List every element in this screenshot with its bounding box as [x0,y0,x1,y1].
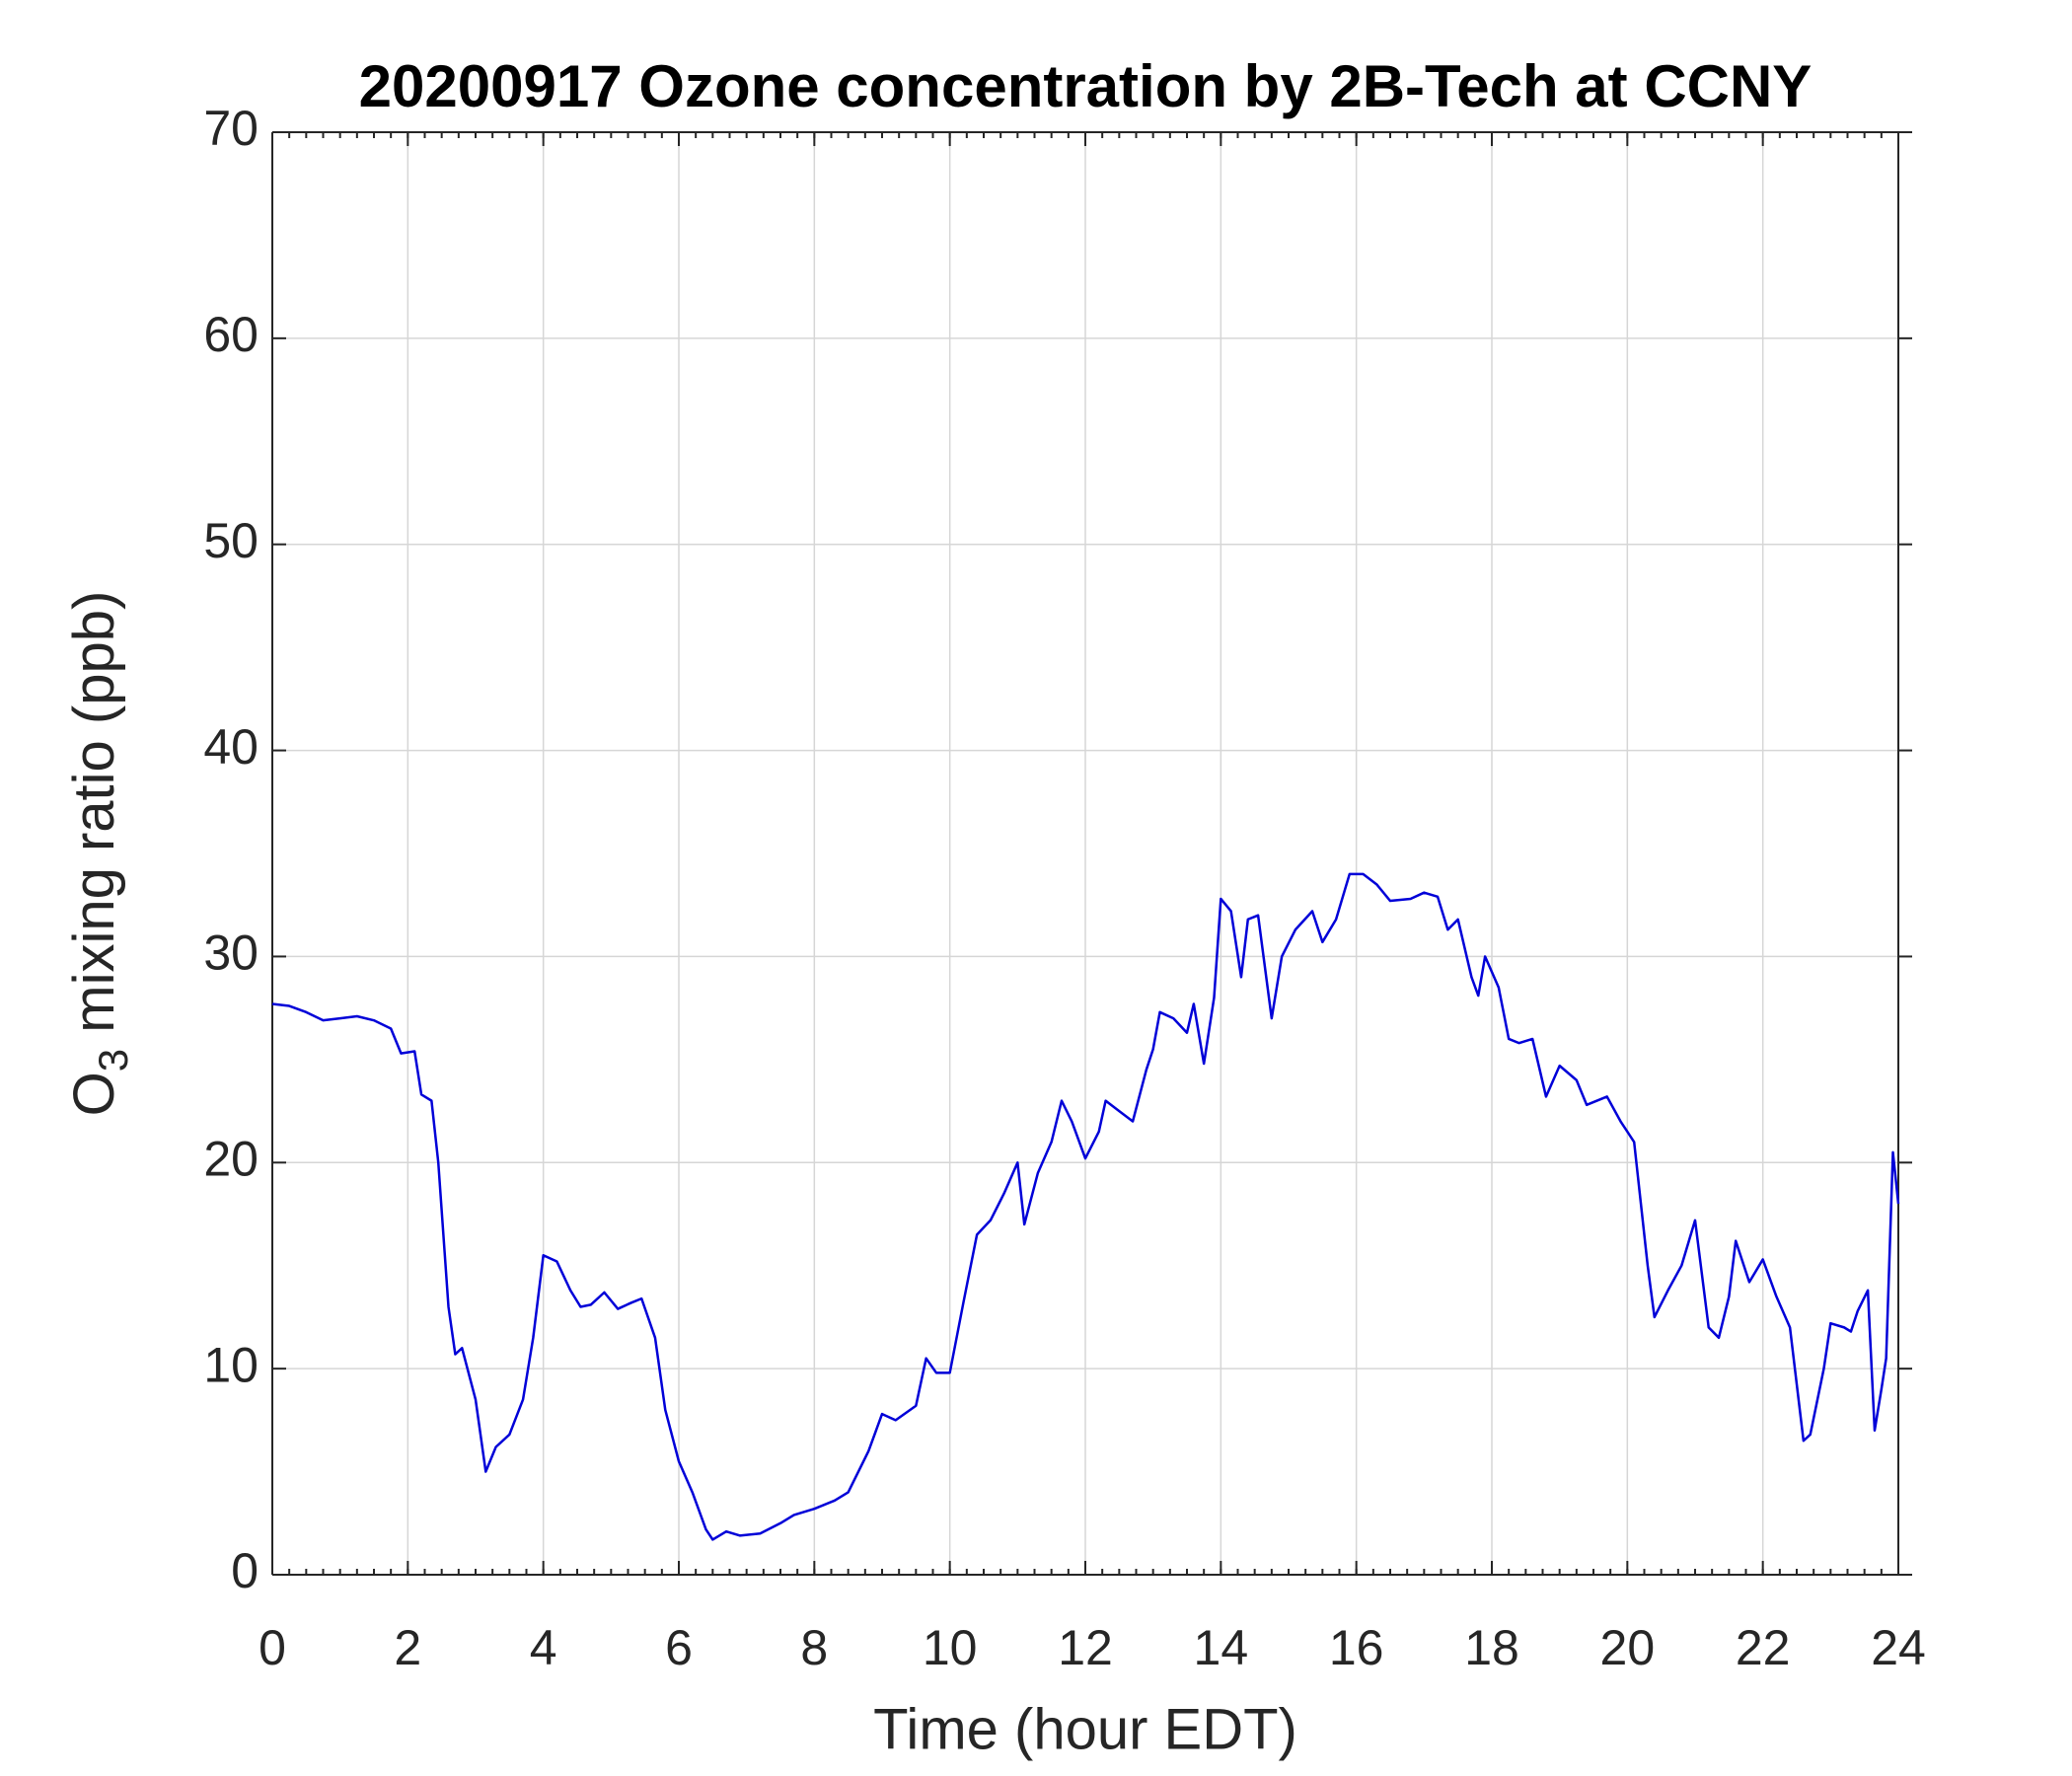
x-tick-label: 22 [1736,1620,1791,1675]
x-tick-label: 20 [1600,1620,1656,1675]
data-line [271,872,1900,1541]
x-tick-label: 2 [394,1620,421,1675]
x-tick-label: 6 [665,1620,693,1675]
y-tick-label: 20 [203,1131,259,1186]
y-label-rest: mixing ratio (ppb) [62,591,126,1049]
x-tick-label: 0 [259,1620,286,1675]
y-label-base: O [62,1072,126,1116]
x-tick-label: 10 [923,1620,978,1675]
x-tick-label: 12 [1058,1620,1113,1675]
y-axis-label: O3 mixing ratio (ppb) [62,591,136,1117]
x-tick-label: 16 [1329,1620,1384,1675]
y-label-subscript: 3 [90,1049,136,1072]
x-axis-label: Time (hour EDT) [873,1697,1297,1761]
y-tick-label: 60 [203,307,259,362]
y-tick-label: 30 [203,925,259,981]
y-tick-label: 0 [231,1543,259,1598]
x-tick-label: 4 [530,1620,557,1675]
x-tick-label: 8 [800,1620,828,1675]
y-tick-label: 10 [203,1337,259,1392]
y-tick-label: 50 [203,513,259,568]
y-tick-label: 70 [203,101,259,156]
x-tick-label: 18 [1464,1620,1519,1675]
y-tick-label: 40 [203,719,259,775]
chart-title: 20200917 Ozone concentration by 2B-Tech … [359,53,1813,119]
x-tick-label: 14 [1194,1620,1249,1675]
x-tick-label: 24 [1871,1620,1926,1675]
